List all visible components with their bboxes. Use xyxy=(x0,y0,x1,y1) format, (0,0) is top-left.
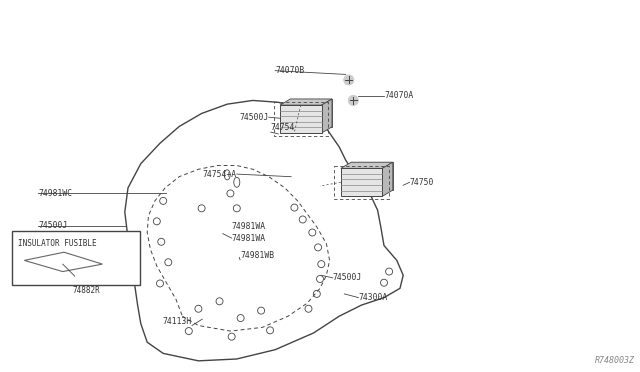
Bar xyxy=(274,102,328,136)
Polygon shape xyxy=(383,162,393,196)
Bar xyxy=(280,105,321,133)
Text: 74300A: 74300A xyxy=(358,293,388,302)
Text: 74070A: 74070A xyxy=(384,92,413,100)
Text: 74882R: 74882R xyxy=(73,286,100,295)
Polygon shape xyxy=(291,99,332,127)
Text: 74113H: 74113H xyxy=(163,317,192,326)
Text: 74750: 74750 xyxy=(410,178,434,187)
Text: 74981WA: 74981WA xyxy=(232,234,266,243)
Text: 74981WB: 74981WB xyxy=(240,251,274,260)
Circle shape xyxy=(344,75,354,85)
Polygon shape xyxy=(340,162,393,168)
Text: 74754: 74754 xyxy=(271,123,295,132)
Bar xyxy=(340,168,383,196)
Text: 74500J: 74500J xyxy=(239,113,269,122)
Text: INSULATOR FUSIBLE: INSULATOR FUSIBLE xyxy=(17,239,96,248)
Circle shape xyxy=(348,96,358,105)
Polygon shape xyxy=(280,99,332,105)
Text: 74070B: 74070B xyxy=(275,66,305,75)
Bar xyxy=(334,166,388,199)
Text: R748003Z: R748003Z xyxy=(595,356,635,365)
Text: 74500J: 74500J xyxy=(333,273,362,282)
Text: 74754+A: 74754+A xyxy=(203,170,237,179)
Text: 74500J: 74500J xyxy=(38,221,68,230)
Text: 74981WC: 74981WC xyxy=(38,189,72,198)
Polygon shape xyxy=(351,162,393,190)
Bar xyxy=(12,231,140,285)
Text: 74981WA: 74981WA xyxy=(232,222,266,231)
Polygon shape xyxy=(321,99,332,133)
